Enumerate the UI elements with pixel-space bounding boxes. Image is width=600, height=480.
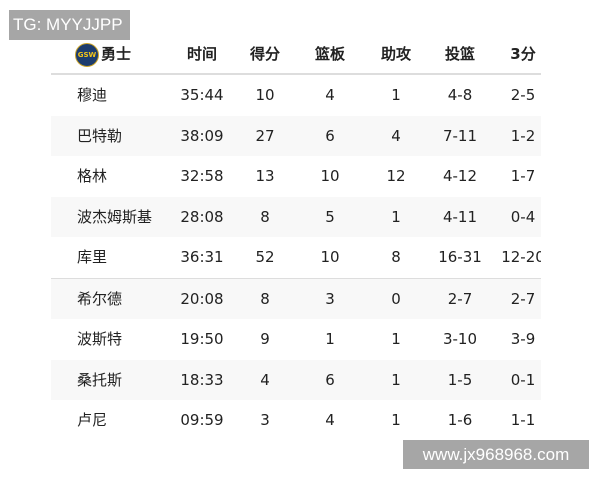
points: 52 [255,248,275,266]
assists: 1 [391,86,401,104]
col-points: 得分 [249,45,280,63]
three-pointers: 1-1 [510,411,536,429]
points: 9 [260,330,270,348]
assists: 1 [391,207,401,226]
table-row[interactable]: 希尔德 20:08 8 3 0 2-7 2-7 [51,278,541,319]
minutes: 32:58 [180,167,224,185]
field-goals: 1-5 [447,370,473,389]
assists: 0 [391,289,401,308]
points: 27 [255,126,275,145]
assists: 1 [391,330,401,348]
assists: 1 [391,370,401,389]
field-goals: 16-31 [438,248,482,266]
minutes: 28:08 [180,207,224,226]
col-minutes: 时间 [186,45,217,63]
player-name: 库里 [77,248,108,266]
table-row[interactable]: 巴特勒 38:09 27 6 4 7-11 1-2 [51,115,541,156]
col-assists: 助攻 [380,45,411,63]
player-name: 格林 [77,167,108,185]
player-name: 卢尼 [77,411,108,429]
team-logo: GSW [75,43,99,67]
minutes: 20:08 [180,289,224,308]
minutes: 36:31 [180,248,224,266]
table-header: GSW 勇士 时间 得分 篮板 助攻 投篮 3分 [51,38,541,75]
table-row[interactable]: 库里 36:31 52 10 8 16-31 12-20 [51,237,541,279]
three-pointers: 1-2 [510,126,536,145]
field-goals: 4-11 [442,207,478,226]
three-pointers: 12-20 [501,248,541,266]
table-row[interactable]: 波杰姆斯基 28:08 8 5 1 4-11 0-4 [51,196,541,237]
watermark-bottom: www.jx968968.com [403,440,589,469]
three-pointers: 3-9 [510,330,536,348]
field-goals: 4-12 [442,167,478,185]
points: 8 [260,289,270,308]
points: 4 [260,370,270,389]
player-name: 波斯特 [77,330,123,348]
assists: 1 [391,411,401,429]
table-row[interactable]: 波斯特 19:50 9 1 1 3-10 3-9 [51,319,541,360]
assists: 12 [386,167,406,185]
rebounds: 6 [325,370,335,389]
team-name: 勇士 [101,45,132,63]
col-3pt: 3分 [510,45,536,63]
table-row[interactable]: 卢尼 09:59 3 4 1 1-6 1-1 [51,400,541,441]
three-pointers: 1-7 [510,167,536,185]
player-name: 桑托斯 [77,370,123,389]
rebounds: 4 [325,86,335,104]
col-rebounds: 篮板 [314,45,345,63]
minutes: 35:44 [180,86,224,104]
field-goals: 1-6 [447,411,473,429]
field-goals: 3-10 [442,330,478,348]
three-pointers: 2-7 [510,289,536,308]
rebounds: 10 [320,167,340,185]
minutes: 18:33 [180,370,224,389]
three-pointers: 2-5 [510,86,536,104]
rebounds: 1 [325,330,335,348]
watermark-top: TG: MYYJJPP [9,10,130,40]
rebounds: 6 [325,126,335,145]
points: 8 [260,207,270,226]
minutes: 38:09 [180,126,224,145]
box-score-table: GSW 勇士 时间 得分 篮板 助攻 投篮 3分 穆迪 35:44 10 4 1 4-8 2… [51,38,541,441]
minutes: 09:59 [180,411,224,429]
points: 3 [260,411,270,429]
col-fg: 投篮 [444,45,475,63]
player-name: 巴特勒 [77,126,123,145]
assists: 8 [391,248,401,266]
table-row[interactable]: 格林 32:58 13 10 12 4-12 1-7 [51,156,541,197]
player-name: 穆迪 [77,86,108,104]
field-goals: 4-8 [447,86,473,104]
rebounds: 5 [325,207,335,226]
assists: 4 [391,126,401,145]
player-name: 波杰姆斯基 [77,207,153,226]
points: 10 [255,86,275,104]
rebounds: 3 [325,289,335,308]
three-pointers: 0-4 [510,207,536,226]
rebounds: 10 [320,248,340,266]
table-row[interactable]: 桑托斯 18:33 4 6 1 1-5 0-1 [51,359,541,400]
three-pointers: 0-1 [510,370,536,389]
field-goals: 7-11 [442,126,478,145]
table-row[interactable]: 穆迪 35:44 10 4 1 4-8 2-5 [51,75,541,116]
field-goals: 2-7 [447,289,473,308]
minutes: 19:50 [180,330,224,348]
rebounds: 4 [325,411,335,429]
points: 13 [255,167,275,185]
player-name: 希尔德 [77,289,123,308]
